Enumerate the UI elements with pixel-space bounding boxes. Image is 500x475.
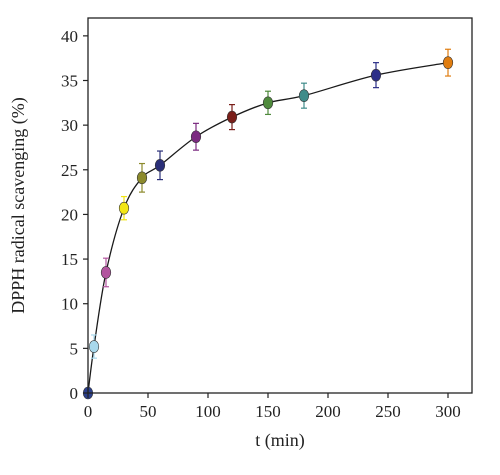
data-point-marker xyxy=(136,171,148,185)
data-point xyxy=(298,82,310,109)
data-point-marker xyxy=(442,56,454,69)
data-point-marker xyxy=(100,266,112,279)
data-point xyxy=(262,90,274,116)
y-tick-label: 20 xyxy=(61,205,78,224)
data-points-layer xyxy=(82,48,454,400)
data-point xyxy=(154,150,166,181)
x-tick-label: 100 xyxy=(195,402,221,421)
data-point xyxy=(100,257,112,288)
data-point-marker xyxy=(226,110,238,124)
x-tick-label: 0 xyxy=(84,402,93,421)
y-tick-label: 25 xyxy=(61,161,78,180)
y-tick-label: 15 xyxy=(61,250,78,269)
data-point-marker xyxy=(88,340,100,353)
y-tick-label: 40 xyxy=(61,27,78,46)
data-point xyxy=(190,122,202,151)
data-point-marker xyxy=(154,159,166,172)
x-tick-label: 50 xyxy=(140,402,157,421)
fit-curve xyxy=(87,62,449,394)
y-tick-label: 5 xyxy=(70,339,79,358)
x-tick-label: 250 xyxy=(375,402,401,421)
data-point xyxy=(442,48,454,77)
data-point-marker xyxy=(190,130,202,144)
data-point xyxy=(370,62,382,89)
data-point-marker xyxy=(298,89,310,102)
y-tick-label: 30 xyxy=(61,116,78,135)
x-tick-label: 150 xyxy=(255,402,281,421)
y-axis-title: DPPH radical scavenging (%) xyxy=(8,97,29,313)
data-point-marker xyxy=(370,68,382,82)
fit-curve-layer xyxy=(87,62,449,394)
axis-ticks-layer: 0 50 100 150 200 250 300 0 5 10 15 20 25 30 35 40 xyxy=(61,27,461,421)
data-point-marker xyxy=(118,201,130,215)
x-axis-title: t (min) xyxy=(255,430,305,451)
y-tick-label: 35 xyxy=(61,72,78,91)
data-point xyxy=(226,104,238,131)
plot-frame xyxy=(87,17,473,394)
y-tick-label: 0 xyxy=(70,384,79,403)
data-point-marker xyxy=(262,96,274,110)
data-point xyxy=(88,334,100,359)
x-tick-label: 300 xyxy=(435,402,461,421)
x-tick-label: 200 xyxy=(315,402,341,421)
data-point xyxy=(118,195,130,221)
data-point xyxy=(136,162,148,193)
y-tick-label: 10 xyxy=(61,295,78,314)
